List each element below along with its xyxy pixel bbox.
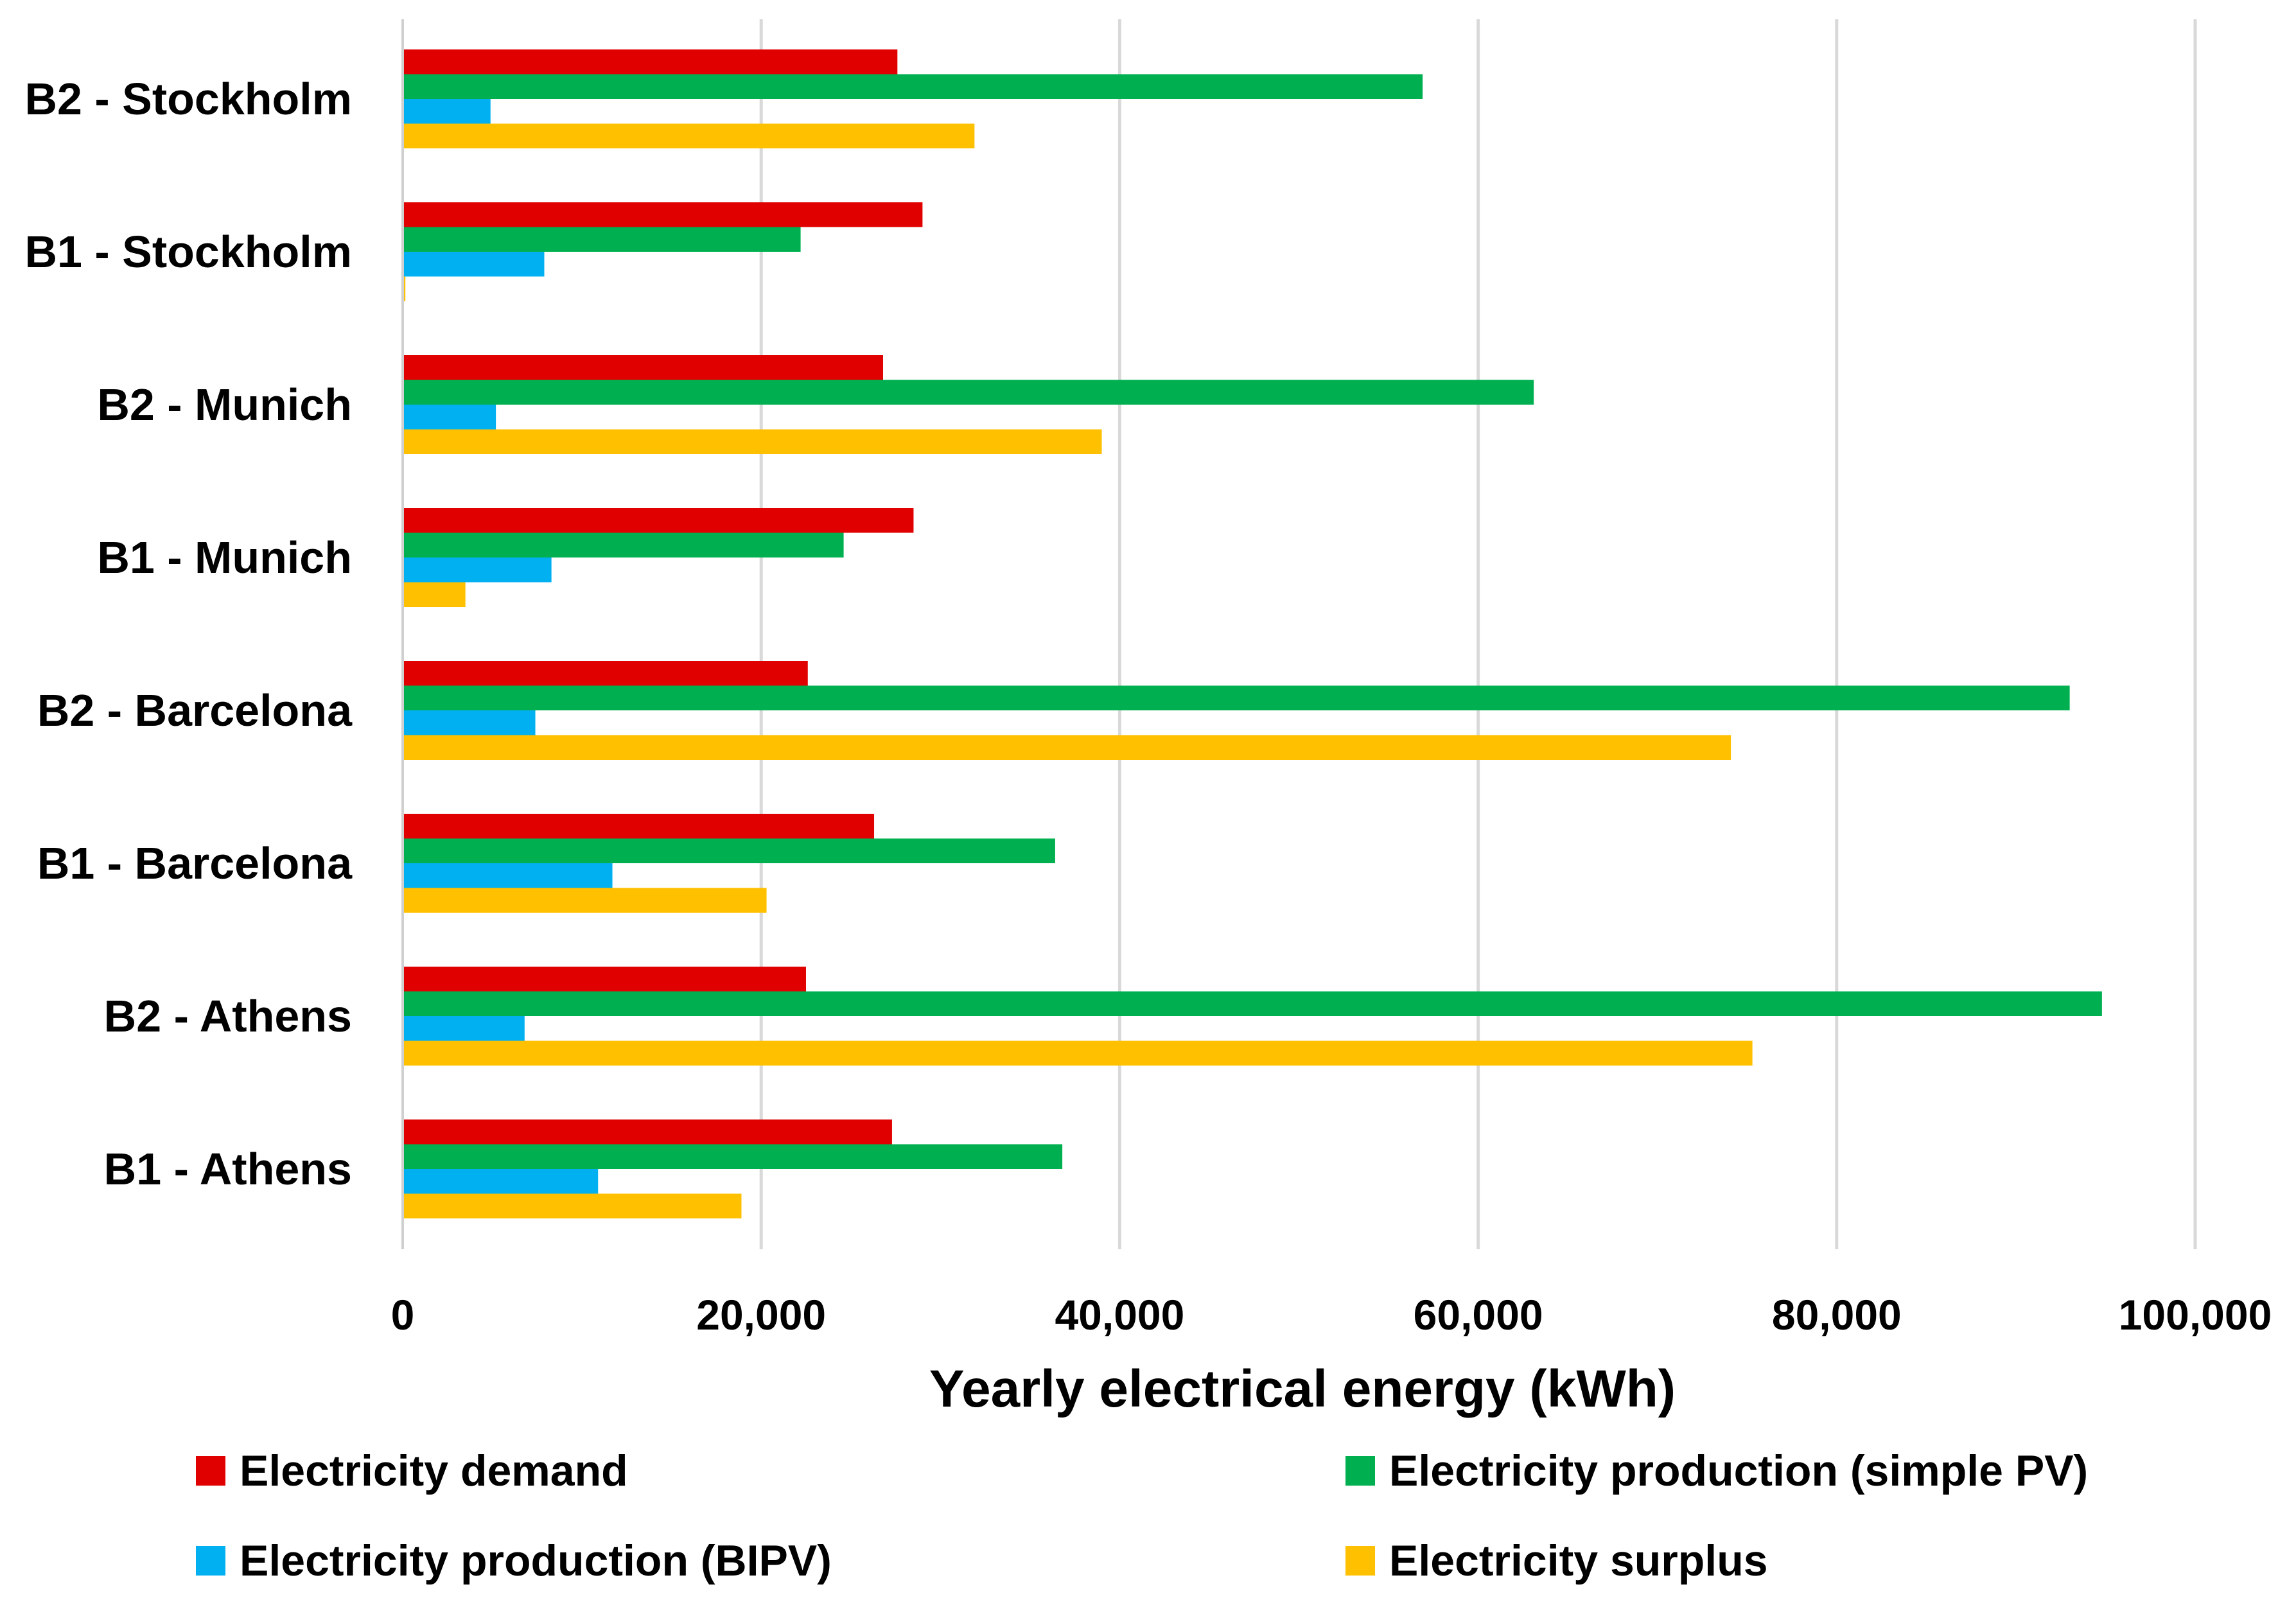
- bar: [403, 252, 545, 277]
- legend-item-bipv: Electricity production (BIPV): [196, 1529, 832, 1593]
- bar: [403, 1144, 1063, 1169]
- bar: [403, 710, 536, 735]
- legend-swatch-simple-pv: [1345, 1456, 1375, 1486]
- category-label: B1 - Munich: [97, 532, 352, 583]
- category-label: B2 - Stockholm: [24, 74, 352, 124]
- bar: [403, 508, 914, 533]
- legend-item-simple-pv: Electricity production (simple PV): [1345, 1439, 2088, 1503]
- bar: [403, 582, 466, 607]
- bar: [403, 558, 552, 583]
- category-label: B2 - Barcelona: [37, 685, 353, 735]
- legend-label-simple-pv: Electricity production (simple PV): [1389, 1446, 2089, 1495]
- category-label: B1 - Athens: [104, 1144, 352, 1194]
- bar: [403, 429, 1102, 454]
- category-labels: B2 - Stockholm B1 - Stockholm B2 - Munich B…: [24, 74, 353, 1194]
- tick-labels: 0 20,000 40,000 60,000 80,000 100,000: [391, 1291, 2272, 1339]
- bar: [403, 123, 975, 148]
- bar: [403, 355, 883, 380]
- bar: [403, 1169, 599, 1194]
- category-label: B1 - Stockholm: [24, 227, 352, 277]
- bars: [403, 49, 2102, 1218]
- bar: [403, 814, 875, 839]
- category-label: B1 - Barcelona: [37, 838, 353, 888]
- legend-swatch-demand: [196, 1456, 225, 1486]
- bar: [403, 967, 806, 992]
- x-tick-label: 40,000: [1055, 1291, 1184, 1339]
- bar: [403, 838, 1055, 863]
- x-tick-label: 0: [391, 1291, 415, 1339]
- bar: [403, 99, 491, 124]
- bar: [403, 1193, 742, 1218]
- legend-label-surplus: Electricity surplus: [1389, 1536, 1768, 1585]
- bar: [403, 1119, 892, 1145]
- legend-item-demand: Electricity demand: [196, 1439, 628, 1503]
- category-label: B2 - Athens: [104, 991, 352, 1041]
- bar: [403, 735, 1731, 760]
- bar: [403, 532, 844, 558]
- x-tick-label: 20,000: [696, 1291, 826, 1339]
- bar: [403, 991, 2102, 1016]
- x-tick-label: 80,000: [1772, 1291, 1902, 1339]
- bar: [403, 405, 496, 430]
- x-tick-label: 60,000: [1414, 1291, 1543, 1339]
- x-axis-title: Yearly electrical energy (kWh): [929, 1360, 1676, 1418]
- legend-item-surplus: Electricity surplus: [1345, 1529, 1768, 1593]
- bar: [403, 202, 923, 227]
- category-label: B2 - Munich: [97, 380, 352, 430]
- legend-swatch-bipv: [196, 1546, 225, 1576]
- bar: [403, 1040, 1753, 1066]
- bar: [403, 227, 801, 252]
- legend-label-demand: Electricity demand: [240, 1446, 628, 1495]
- bar: [403, 685, 2070, 710]
- bar: [403, 661, 808, 686]
- legend: Electricity demand Electricity productio…: [0, 1439, 2296, 1598]
- bar-chart: B2 - Stockholm B1 - Stockholm B2 - Munich B…: [24, 19, 2272, 1418]
- legend-swatch-surplus: [1345, 1546, 1375, 1576]
- bar: [403, 1016, 525, 1041]
- bar: [403, 49, 898, 75]
- bar: [403, 74, 1423, 99]
- legend-label-bipv: Electricity production (BIPV): [240, 1536, 832, 1585]
- bar: [403, 276, 406, 301]
- bar: [403, 863, 613, 888]
- bar: [403, 380, 1534, 405]
- bar: [403, 888, 767, 913]
- x-tick-label: 100,000: [2119, 1291, 2272, 1339]
